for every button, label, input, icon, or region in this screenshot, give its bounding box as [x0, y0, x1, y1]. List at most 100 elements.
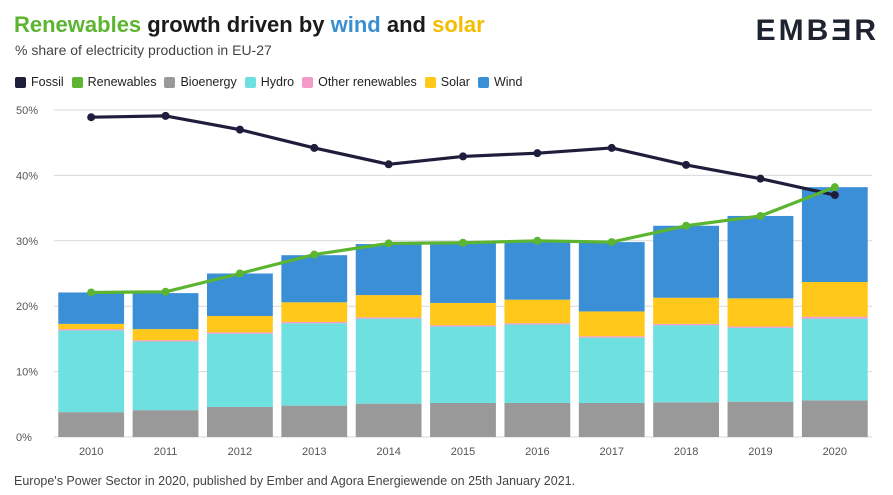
title-part-text1: growth driven by	[141, 12, 331, 37]
bar-solar-2014	[355, 295, 422, 318]
legend-swatch-bioenergy	[164, 76, 176, 88]
bar-hydro-2013	[281, 323, 348, 406]
point-renewables-2019	[756, 211, 765, 220]
bar-hydro-2020	[801, 318, 868, 401]
x-tick-label-2011: 2011	[154, 446, 178, 458]
title-part-text2: and	[380, 12, 433, 37]
bar-solar-2011	[132, 329, 199, 341]
bar-bioenergy-2017	[578, 402, 645, 437]
point-fossil-2019	[756, 174, 765, 183]
bar-bioenergy-2019	[727, 401, 794, 437]
x-tick-label-2019: 2019	[748, 446, 772, 458]
bar-bioenergy-2020	[801, 400, 868, 437]
bar-wind-2012	[207, 273, 273, 317]
bar-wind-2018	[653, 225, 719, 298]
point-renewables-2010	[87, 288, 96, 297]
bar-hydro-2017	[578, 337, 645, 403]
point-fossil-2016	[533, 149, 542, 158]
bar-hydro-2016	[504, 324, 571, 403]
chart-title: Renewables growth driven by wind and sol…	[14, 12, 485, 38]
bar-wind-2010	[58, 292, 125, 324]
x-tick-label-2018: 2018	[674, 446, 698, 458]
legend-label-hydro: Hydro	[260, 75, 295, 89]
bar-bioenergy-2015	[430, 402, 496, 437]
bar-hydro-2018	[653, 325, 719, 403]
x-tick-label-2013: 2013	[302, 446, 326, 458]
source-footnote: Europe's Power Sector in 2020, published…	[14, 474, 576, 488]
bar-wind-2014	[355, 244, 422, 296]
point-fossil-2013	[310, 143, 319, 152]
bar-hydro-2014	[355, 318, 422, 404]
legend-item-bioenergy: Bioenergy	[164, 75, 237, 89]
bar-wind-2017	[578, 242, 645, 312]
legend-item-solar: Solar	[424, 75, 470, 89]
bar-hydro-2015	[430, 326, 496, 403]
point-renewables-2017	[607, 238, 616, 247]
legend-swatch-renewables	[71, 76, 83, 88]
point-renewables-2014	[384, 239, 393, 248]
title-part-renewables: Renewables	[14, 12, 142, 37]
y-tick-label-0: 0%	[16, 432, 32, 444]
legend-swatch-fossil	[15, 76, 26, 88]
point-renewables-2011	[161, 287, 170, 296]
bar-wind-2016	[504, 240, 571, 300]
bar-solar-2018	[653, 297, 719, 324]
bar-other-renewables-2013	[281, 321, 348, 324]
bar-solar-2010	[58, 323, 125, 330]
title-part-wind: wind	[330, 12, 381, 37]
bar-solar-2015	[430, 302, 496, 326]
y-tick-label-2: 20%	[16, 301, 38, 313]
point-renewables-2012	[235, 269, 244, 278]
legend-item-wind: Wind	[477, 75, 523, 89]
bar-other-renewables-2011	[132, 340, 199, 342]
bar-wind-2013	[281, 255, 348, 303]
legend-swatch-hydro	[244, 76, 256, 88]
legend-item-renewables: Renewables	[71, 75, 157, 89]
bar-solar-2012	[207, 316, 273, 333]
point-fossil-2015	[459, 152, 467, 161]
point-fossil-2012	[235, 125, 244, 134]
bar-other-renewables-2016	[504, 323, 571, 325]
y-tick-label-1: 10%	[16, 367, 38, 379]
bar-other-renewables-2012	[207, 332, 273, 334]
point-fossil-2017	[607, 143, 616, 152]
bar-other-renewables-2014	[355, 317, 422, 319]
legend-item-other-renewables: Other renewables	[302, 75, 417, 89]
bar-bioenergy-2013	[281, 405, 348, 437]
y-tick-label-3: 30%	[16, 236, 38, 248]
point-fossil-2010	[87, 113, 96, 122]
bar-bioenergy-2011	[132, 410, 199, 437]
bar-hydro-2012	[207, 333, 273, 407]
legend-item-fossil: Fossil	[15, 75, 64, 89]
bar-solar-2019	[727, 298, 794, 327]
point-renewables-2020	[830, 183, 839, 192]
x-tick-label-2016: 2016	[525, 446, 549, 458]
legend-swatch-other-renewables	[302, 76, 314, 88]
legend-label-bioenergy: Bioenergy	[180, 75, 237, 89]
bar-bioenergy-2010	[58, 412, 125, 437]
bar-solar-2016	[504, 299, 571, 324]
legend-label-renewables: Renewables	[87, 75, 157, 89]
point-fossil-2014	[384, 160, 393, 169]
legend-swatch-solar	[424, 76, 436, 88]
point-fossil-2020	[830, 191, 839, 200]
bar-solar-2013	[281, 302, 348, 322]
legend-item-hydro: Hydro	[244, 75, 295, 89]
bar-wind-2019	[727, 215, 794, 299]
bar-other-renewables-2020	[801, 316, 868, 319]
y-tick-label-5: 50%	[16, 105, 38, 117]
bar-hydro-2019	[727, 327, 794, 402]
point-renewables-2015	[459, 238, 467, 247]
x-tick-label-2015: 2015	[451, 446, 475, 458]
legend-label-wind: Wind	[493, 75, 523, 89]
bar-solar-2017	[578, 311, 645, 337]
point-fossil-2018	[682, 160, 691, 169]
bar-other-renewables-2015	[430, 325, 496, 327]
point-fossil-2011	[161, 111, 170, 120]
bar-other-renewables-2017	[578, 336, 645, 338]
bar-wind-2011	[132, 293, 199, 330]
x-tick-label-2012: 2012	[228, 446, 252, 458]
bar-bioenergy-2014	[355, 403, 422, 437]
bar-bioenergy-2016	[504, 402, 571, 437]
